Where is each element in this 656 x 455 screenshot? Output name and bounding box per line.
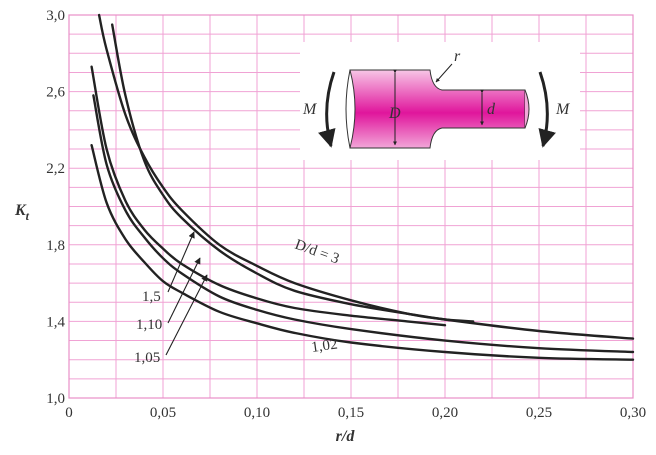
curves xyxy=(90,13,635,361)
y-tick-labels: 1,0 1,4 1,8 2,2 2,6 3,0 xyxy=(46,8,65,407)
shaft-large-end xyxy=(345,69,351,149)
y-tick-label: 3,0 xyxy=(46,8,65,24)
x-tick-label: 0,15 xyxy=(338,405,364,421)
label-d: d xyxy=(487,101,496,118)
x-tick-label: 0,25 xyxy=(526,405,552,421)
x-tick-label: 0,10 xyxy=(244,405,270,421)
fillet-leader xyxy=(435,63,453,83)
label-D: D xyxy=(388,105,401,122)
label-r: r xyxy=(454,48,461,65)
shaft-small-end xyxy=(524,89,530,129)
curve-label-1-5: 1,5 xyxy=(142,289,161,305)
y-tick-label: 2,2 xyxy=(46,161,65,177)
y-axis-label-subscript: t xyxy=(26,209,30,223)
label-M-right: M xyxy=(555,101,571,118)
shaft-diagram: D d r M M xyxy=(300,42,580,160)
moment-arrow-right xyxy=(538,71,556,148)
curve-series-1 xyxy=(111,23,475,323)
curve-series-2 xyxy=(90,65,447,327)
leader-1-05 xyxy=(165,274,208,356)
x-axis-label: r/d xyxy=(336,428,356,445)
y-axis-label-main: K xyxy=(14,202,27,219)
x-tick-labels: 0 0,05 0,10 0,15 0,20 0,25 0,30 xyxy=(65,405,646,421)
x-tick-label: 0,05 xyxy=(150,405,176,421)
label-M-left: M xyxy=(302,101,318,118)
plot-border xyxy=(68,14,634,399)
curve-label-1-02: 1,02 xyxy=(310,336,338,355)
leader-1-10 xyxy=(167,257,201,324)
curve-label-1-05: 1,05 xyxy=(134,350,160,366)
x-tick-label: 0,30 xyxy=(620,405,646,421)
y-tick-label: 1,8 xyxy=(46,238,65,254)
moment-arrow-left xyxy=(318,71,336,148)
y-tick-label: 2,6 xyxy=(46,85,65,101)
y-axis-label: Kt xyxy=(14,202,30,223)
curve-series-4 xyxy=(90,144,635,361)
x-tick-label: 0,20 xyxy=(432,405,458,421)
y-tick-label: 1,0 xyxy=(46,391,65,407)
curve-series-3 xyxy=(92,94,635,354)
y-tick-label: 1,4 xyxy=(46,314,65,330)
curve-label-1-10: 1,10 xyxy=(136,317,162,333)
x-tick-label: 0 xyxy=(65,405,73,421)
leader-1-5 xyxy=(167,231,195,293)
